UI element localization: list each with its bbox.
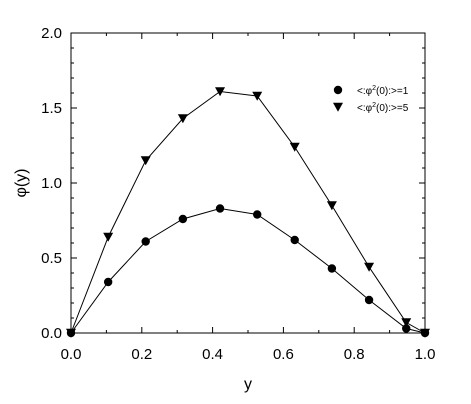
data-point-series-2 xyxy=(326,201,337,211)
y-tick-label: 1.0 xyxy=(41,175,62,192)
data-point-series-1 xyxy=(327,264,337,273)
data-point-series-1 xyxy=(402,324,411,333)
legend-text: (0):>=1 xyxy=(376,86,409,97)
data-point-series-2 xyxy=(252,91,263,101)
data-point-series-1 xyxy=(141,237,150,246)
data-point-series-2 xyxy=(215,87,226,97)
series-line-2 xyxy=(70,90,426,334)
legend-superscript: 2 xyxy=(372,102,376,109)
legend-text: <:φ xyxy=(357,103,373,114)
data-point-series-2 xyxy=(177,114,188,124)
x-axis-ticks: 0.0 0.2 0.4 0.6 0.8 1.0 xyxy=(61,33,436,363)
x-tick-label: 0.2 xyxy=(131,346,152,363)
x-tick-label: 0.8 xyxy=(344,346,365,363)
plot-frame xyxy=(70,32,426,334)
data-point-series-2 xyxy=(66,328,76,338)
data-point-series-1 xyxy=(103,277,113,287)
y-tick-label: 2.0 xyxy=(41,25,62,42)
data-point-series-2 xyxy=(103,232,114,242)
x-tick-label: 1.0 xyxy=(415,346,436,363)
y-tick-label: 1.5 xyxy=(41,100,62,117)
legend-marker-2 xyxy=(333,102,343,112)
data-point-series-1 xyxy=(178,214,188,224)
series-layer xyxy=(66,87,430,338)
data-point-series-2 xyxy=(289,142,300,152)
y-tick-label: 0.5 xyxy=(41,250,62,267)
legend-entry-2: <:φ2(0):>=5 xyxy=(357,102,409,114)
legend-marker-1 xyxy=(333,85,343,95)
x-tick-label: 0.4 xyxy=(202,346,223,363)
data-point-series-1 xyxy=(290,235,299,245)
data-point-series-1 xyxy=(253,210,262,219)
data-point-series-2 xyxy=(140,156,151,166)
data-point-series-2 xyxy=(401,318,412,328)
x-tick-label: 0.6 xyxy=(273,346,294,363)
x-tick-label: 0.0 xyxy=(61,346,82,363)
legend-text: <:φ xyxy=(357,86,373,97)
y-tick-label: 0.0 xyxy=(41,325,62,342)
data-point-series-2 xyxy=(364,262,375,272)
data-point-series-2 xyxy=(420,328,430,338)
y-axis-ticks: 0.0 0.5 1.0 1.5 2.0 xyxy=(41,25,425,342)
legend-entry-1: <:φ2(0):>=1 xyxy=(357,85,409,97)
legend-text: (0):>=5 xyxy=(376,103,409,114)
y-axis-label: φ(y) xyxy=(13,168,30,197)
legend-superscript: 2 xyxy=(372,85,376,92)
x-axis-label: y xyxy=(244,376,252,393)
legend: <:φ2(0):>=1<:φ2(0):>=5 xyxy=(333,85,409,114)
data-point-series-1 xyxy=(215,204,225,213)
data-point-series-1 xyxy=(364,295,374,305)
